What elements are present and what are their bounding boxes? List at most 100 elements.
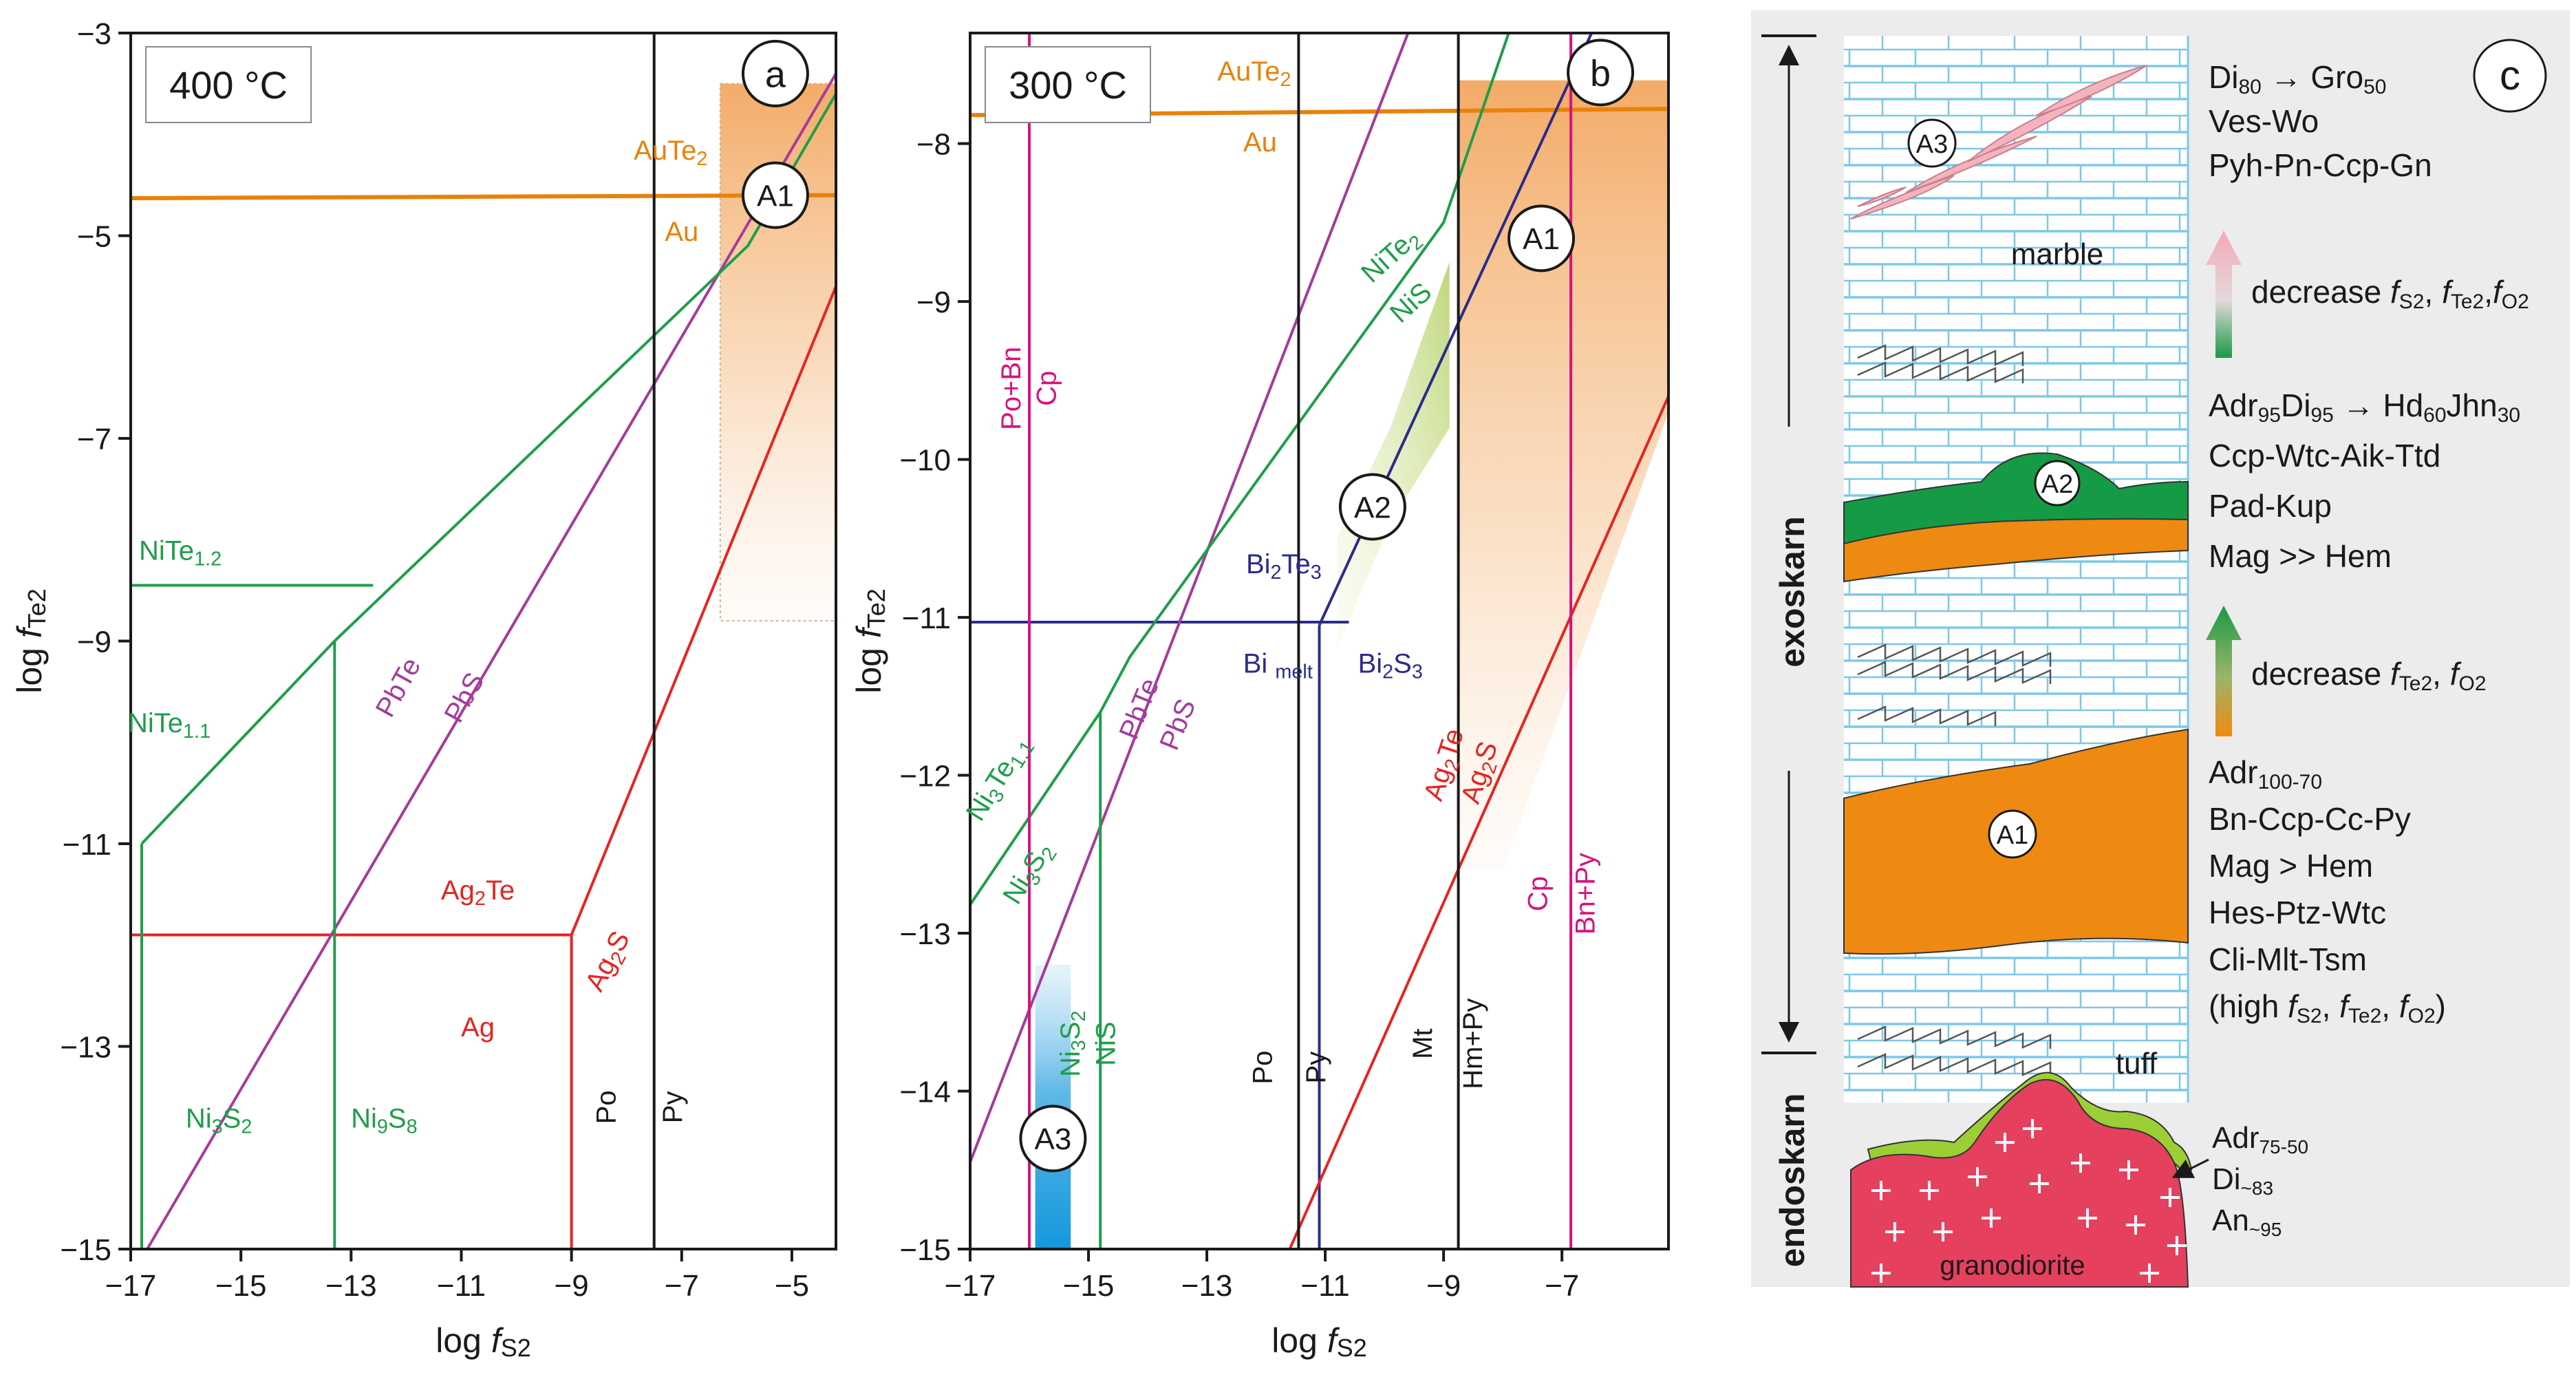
y-tick-label: −13 xyxy=(60,1031,111,1065)
field-label: Ni3S2 xyxy=(186,1103,253,1138)
field-label: Ni3Te1.1 xyxy=(960,731,1040,829)
zone-marker-circle xyxy=(1507,204,1576,273)
x-tick-label: −9 xyxy=(1426,1269,1461,1303)
field-label: NiTe1.2 xyxy=(139,536,222,571)
panel-c-letter: c xyxy=(2500,52,2520,98)
a1-line2: Bn-Ccp-Cc-Py xyxy=(2209,801,2411,837)
field-label: Cp xyxy=(1523,876,1554,911)
endoskarn-label: endoskarn xyxy=(1773,1094,1812,1268)
y-tick-label: −8 xyxy=(916,128,951,162)
a1-line3: Mag > Hem xyxy=(2209,848,2373,884)
x-tick-label: −17 xyxy=(945,1269,996,1303)
y-axis-label: log fTe2 xyxy=(10,588,51,694)
granodiorite-crosses xyxy=(1871,1119,2187,1283)
a3-line1: Di80 → Gro50 xyxy=(2209,59,2386,98)
field-label: Ni3S2 xyxy=(1055,1010,1090,1077)
boundary-line-ni-boundary xyxy=(969,32,1510,906)
field-label: AuTe2 xyxy=(1217,56,1291,91)
a1-line4: Hes-Ptz-Wtc xyxy=(2209,895,2386,930)
boundary-line-pbte-pbs xyxy=(146,72,837,1250)
a3-line3: Pyh-Pn-Ccp-Gn xyxy=(2209,147,2432,183)
a3-zone-label: A3 xyxy=(1916,130,1948,159)
a3-line2: Ves-Wo xyxy=(2209,103,2319,139)
a2-zone-circle xyxy=(2034,460,2081,507)
field-label: Ag2S xyxy=(579,926,639,998)
zone-marker-circle xyxy=(741,161,809,229)
y-tick-label: −11 xyxy=(902,601,951,635)
y-tick-label: −5 xyxy=(77,220,111,254)
x-tick-label: −11 xyxy=(437,1269,486,1303)
stability-region-A1-region xyxy=(1458,80,1668,871)
endo-line2: Di~83 xyxy=(2212,1162,2273,1199)
tuff-label: tuff xyxy=(2116,1047,2158,1080)
field-label: Py xyxy=(1301,1052,1331,1084)
field-label: Cp xyxy=(1032,371,1062,406)
boundary-line-au-aute2 xyxy=(130,193,837,200)
x-tick-label: −11 xyxy=(1300,1269,1349,1303)
field-label: Hm+Py xyxy=(1458,999,1488,1089)
marble-label: marble xyxy=(2011,237,2104,271)
panel-b-300c: −17 −15 −13 −11 −9 −7−15−14−13−12−11−10−9−8lo… xyxy=(850,32,1670,1362)
y-axis-label: log fTe2 xyxy=(850,588,890,694)
zone-marker-label: A1 xyxy=(1523,222,1560,256)
panel-c-skarn-column: exoskarn endoskarn A3 marble xyxy=(1751,10,2570,1288)
decrease-label-2: decrease fTe2, fO2 xyxy=(2251,656,2487,695)
zone-marker-label: b xyxy=(1590,53,1611,94)
zone-marker-circle xyxy=(1019,1105,1087,1173)
a2-line2: Ccp-Wtc-Aik-Ttd xyxy=(2209,438,2440,473)
endoskarn-pointer-arrow xyxy=(2171,1158,2209,1178)
panel-c-letter-circle xyxy=(2473,39,2547,113)
a1-line1: Adr100-70 xyxy=(2209,754,2322,793)
field-label: Ag2Te xyxy=(441,875,515,910)
field-label: Po xyxy=(592,1090,622,1124)
zone-marker-label: A1 xyxy=(757,179,794,213)
field-label: Mt xyxy=(1408,1028,1438,1058)
exoskarn-label: exoskarn xyxy=(1773,516,1812,668)
x-tick-label: −15 xyxy=(215,1269,267,1303)
a2-green-band xyxy=(1843,452,2189,545)
zone-marker-label: A3 xyxy=(1035,1122,1072,1156)
a1-line6: (high fS2, fTe2, fO2) xyxy=(2209,988,2446,1027)
field-label: Po+Bn xyxy=(996,347,1027,430)
x-tick-label: −13 xyxy=(1181,1269,1233,1303)
field-label: Bi2Te3 xyxy=(1246,549,1322,584)
decrease-label-1: decrease fS2, fTe2,fO2 xyxy=(2251,274,2529,313)
x-tick-label: −15 xyxy=(1063,1269,1115,1303)
decrease-arrow-2 xyxy=(2206,606,2242,736)
x-tick-label: −7 xyxy=(1545,1269,1579,1303)
field-label: NiS xyxy=(1091,1021,1121,1065)
x-tick-label: −7 xyxy=(665,1269,699,1303)
y-tick-label: −3 xyxy=(77,17,111,51)
a3-zone-circle xyxy=(1907,118,1957,168)
x-axis-label: log fS2 xyxy=(436,1321,531,1362)
temperature-box xyxy=(985,46,1151,123)
x-axis-label: log fS2 xyxy=(1271,1321,1367,1362)
y-tick-label: −7 xyxy=(77,423,111,456)
endo-line1: Adr75-50 xyxy=(2212,1121,2308,1158)
temperature-label: 400 °C xyxy=(169,63,288,107)
endo-line3: An~95 xyxy=(2212,1204,2282,1240)
y-tick-label: −11 xyxy=(63,828,111,862)
field-label: Au xyxy=(665,217,698,247)
y-tick-label: −14 xyxy=(899,1076,951,1109)
field-label: Au xyxy=(1243,127,1277,158)
y-tick-label: −9 xyxy=(916,286,951,319)
boundary-line-ag2te-ag2s xyxy=(1288,395,1670,1250)
x-tick-label: −9 xyxy=(555,1269,589,1303)
zone-marker-label: A2 xyxy=(1354,491,1391,524)
field-label: Po xyxy=(1248,1051,1278,1085)
a1-line5: Cli-Mlt-Tsm xyxy=(2209,941,2367,977)
field-label: Py xyxy=(658,1091,688,1124)
a2-zone-label: A2 xyxy=(2041,470,2073,499)
field-label: PbS xyxy=(1154,695,1201,755)
fracture-zigzags xyxy=(1857,344,2052,1076)
a2-line3: Pad-Kup xyxy=(2209,488,2332,524)
decrease-arrow-1 xyxy=(2206,231,2242,358)
field-label: PbTe xyxy=(370,652,427,722)
temperature-label: 300 °C xyxy=(1009,63,1127,107)
x-tick-label: −17 xyxy=(105,1269,157,1303)
y-tick-label: −13 xyxy=(899,917,951,951)
field-label: NiTe1.1 xyxy=(128,708,211,743)
